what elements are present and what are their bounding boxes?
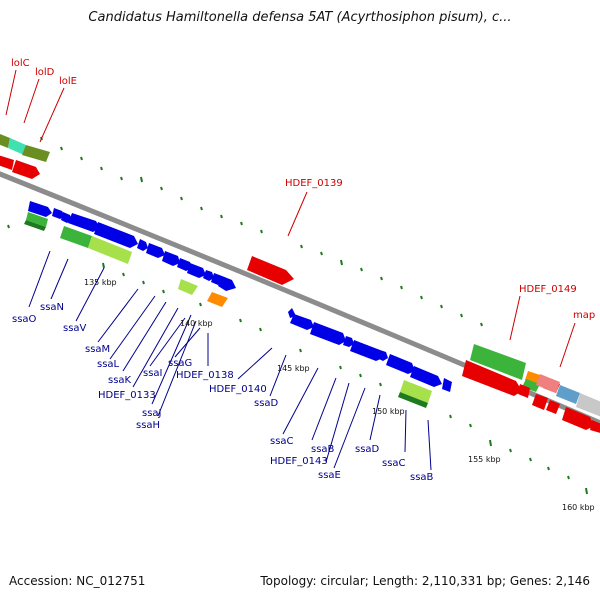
label-ssaV[interactable]: ssaV (63, 323, 87, 334)
label-ssaJ[interactable]: ssaJ (142, 408, 162, 419)
gene-ssaE-2[interactable] (290, 314, 314, 330)
gene-ssaH[interactable] (203, 270, 214, 281)
map-title: Candidatus Hamiltonella defensa 5AT (Acy… (88, 10, 512, 25)
label-lolC[interactable]: lolC (11, 58, 30, 69)
feature-orange-f[interactable] (207, 292, 228, 307)
label-ssaD-2[interactable]: ssaD (355, 444, 380, 455)
gene-ssaV[interactable] (68, 213, 100, 232)
label-ssaN[interactable]: ssaN (40, 302, 64, 313)
feature-red-right-4[interactable] (532, 394, 548, 410)
label-ssaB-1[interactable]: ssaB (311, 444, 335, 455)
label-ssaB-2[interactable]: ssaB (410, 472, 434, 483)
label-hdef0140[interactable]: HDEF_0140 (209, 384, 267, 395)
feature-red-right-6[interactable] (562, 407, 594, 430)
label-ssaL[interactable]: ssaL (97, 359, 120, 370)
feature-lime-g[interactable] (400, 380, 432, 403)
label-ssaD-1[interactable]: ssaD (254, 398, 279, 409)
feature-blue-upper[interactable] (28, 201, 236, 291)
feature-lime-e[interactable] (178, 279, 198, 295)
label-ssaO[interactable]: ssaO (12, 314, 37, 325)
label-ssaC-2[interactable]: ssaC (382, 458, 406, 469)
gene-ssaC-2[interactable] (442, 378, 452, 392)
gene-ssaL[interactable] (137, 239, 148, 251)
accession-text: Accession: NC_012751 (9, 574, 146, 588)
label-ssaI[interactable]: ssaI (143, 368, 163, 379)
gene-ssaE-3[interactable] (386, 354, 415, 374)
feature-red-right-1[interactable] (462, 360, 522, 396)
feature-steel-right[interactable] (556, 385, 580, 404)
leaders-blue (28, 250, 432, 471)
label-lolD[interactable]: lolD (35, 67, 55, 78)
gene-ssaI[interactable] (177, 258, 192, 271)
feature-red-left-1[interactable] (0, 154, 14, 170)
gene-ssaD-2[interactable] (410, 366, 442, 387)
feature-lime-d[interactable] (88, 236, 132, 264)
kbp-label-160: 160 kbp (562, 503, 595, 512)
feature-green-a[interactable] (26, 212, 48, 227)
label-map[interactable]: map (573, 310, 595, 321)
label-ssaM[interactable]: ssaM (85, 344, 110, 355)
kbp-label-140: 140 kbp (180, 319, 213, 328)
feature-hdef0139[interactable] (247, 256, 294, 285)
gene-ssaN-1[interactable] (52, 208, 65, 219)
feature-green-upper[interactable] (24, 212, 228, 307)
kbp-label-155: 155 kbp (468, 455, 501, 464)
gene-hdef0138[interactable] (218, 276, 236, 291)
gene-ssaO[interactable] (28, 201, 52, 217)
label-hdef0133[interactable]: HDEF_0133 (98, 390, 156, 401)
feature-green-b[interactable] (24, 220, 46, 231)
gene-ssaM[interactable] (94, 222, 138, 248)
label-ssaK[interactable]: ssaK (108, 375, 132, 386)
label-ssaE[interactable]: ssaE (318, 470, 341, 481)
feature-red-right-5[interactable] (546, 400, 560, 414)
feature-blue-middle[interactable] (288, 308, 452, 392)
feature-green-c[interactable] (60, 226, 92, 248)
feature-red-right-2[interactable] (518, 384, 530, 398)
genome-summary-text: Topology: circular; Length: 2,110,331 bp… (260, 574, 590, 588)
gene-hdef0133[interactable] (162, 251, 180, 266)
gene-ssaJ[interactable] (187, 263, 206, 278)
leaders-red (5, 69, 576, 368)
label-lolE[interactable]: lolE (59, 76, 77, 87)
label-hdef0143[interactable]: HDEF_0143 (270, 456, 328, 467)
gene-ssaB[interactable] (350, 340, 383, 361)
feature-silver-right[interactable] (576, 393, 600, 418)
label-hdef0139[interactable]: HDEF_0139 (285, 178, 343, 189)
feature-red-right-7[interactable] (590, 420, 600, 434)
gene-ssaD[interactable] (310, 322, 346, 345)
label-hdef0149[interactable]: HDEF_0149 (519, 284, 577, 295)
feature-lime-right[interactable] (522, 379, 540, 392)
feature-lolD[interactable] (8, 138, 26, 155)
feature-pink-right[interactable] (536, 374, 560, 393)
gene-hdef0143[interactable] (377, 350, 388, 361)
kbp-label-135: 135 kbp (84, 278, 117, 287)
tick-marks (7, 136, 588, 495)
gene-ssaK[interactable] (146, 243, 165, 258)
label-ssaH[interactable]: ssaH (136, 420, 160, 431)
kbp-label-150: 150 kbp (372, 407, 405, 416)
feature-right-cluster[interactable] (462, 344, 600, 434)
feature-green-right[interactable] (470, 344, 526, 380)
feature-lolC[interactable] (0, 132, 10, 148)
label-ssaG[interactable]: ssaG (168, 358, 192, 369)
feature-lolE[interactable] (22, 145, 50, 162)
kbp-label-145: 145 kbp (277, 364, 310, 373)
feature-green-middle[interactable] (398, 380, 432, 408)
feature-red-left-2[interactable] (12, 160, 40, 179)
label-hdef0138[interactable]: HDEF_0138 (176, 370, 234, 381)
label-ssaC-1[interactable]: ssaC (270, 436, 294, 447)
gene-ssaC[interactable] (343, 336, 354, 347)
feature-lol-cluster[interactable] (0, 132, 50, 179)
feature-green-h[interactable] (398, 392, 428, 408)
